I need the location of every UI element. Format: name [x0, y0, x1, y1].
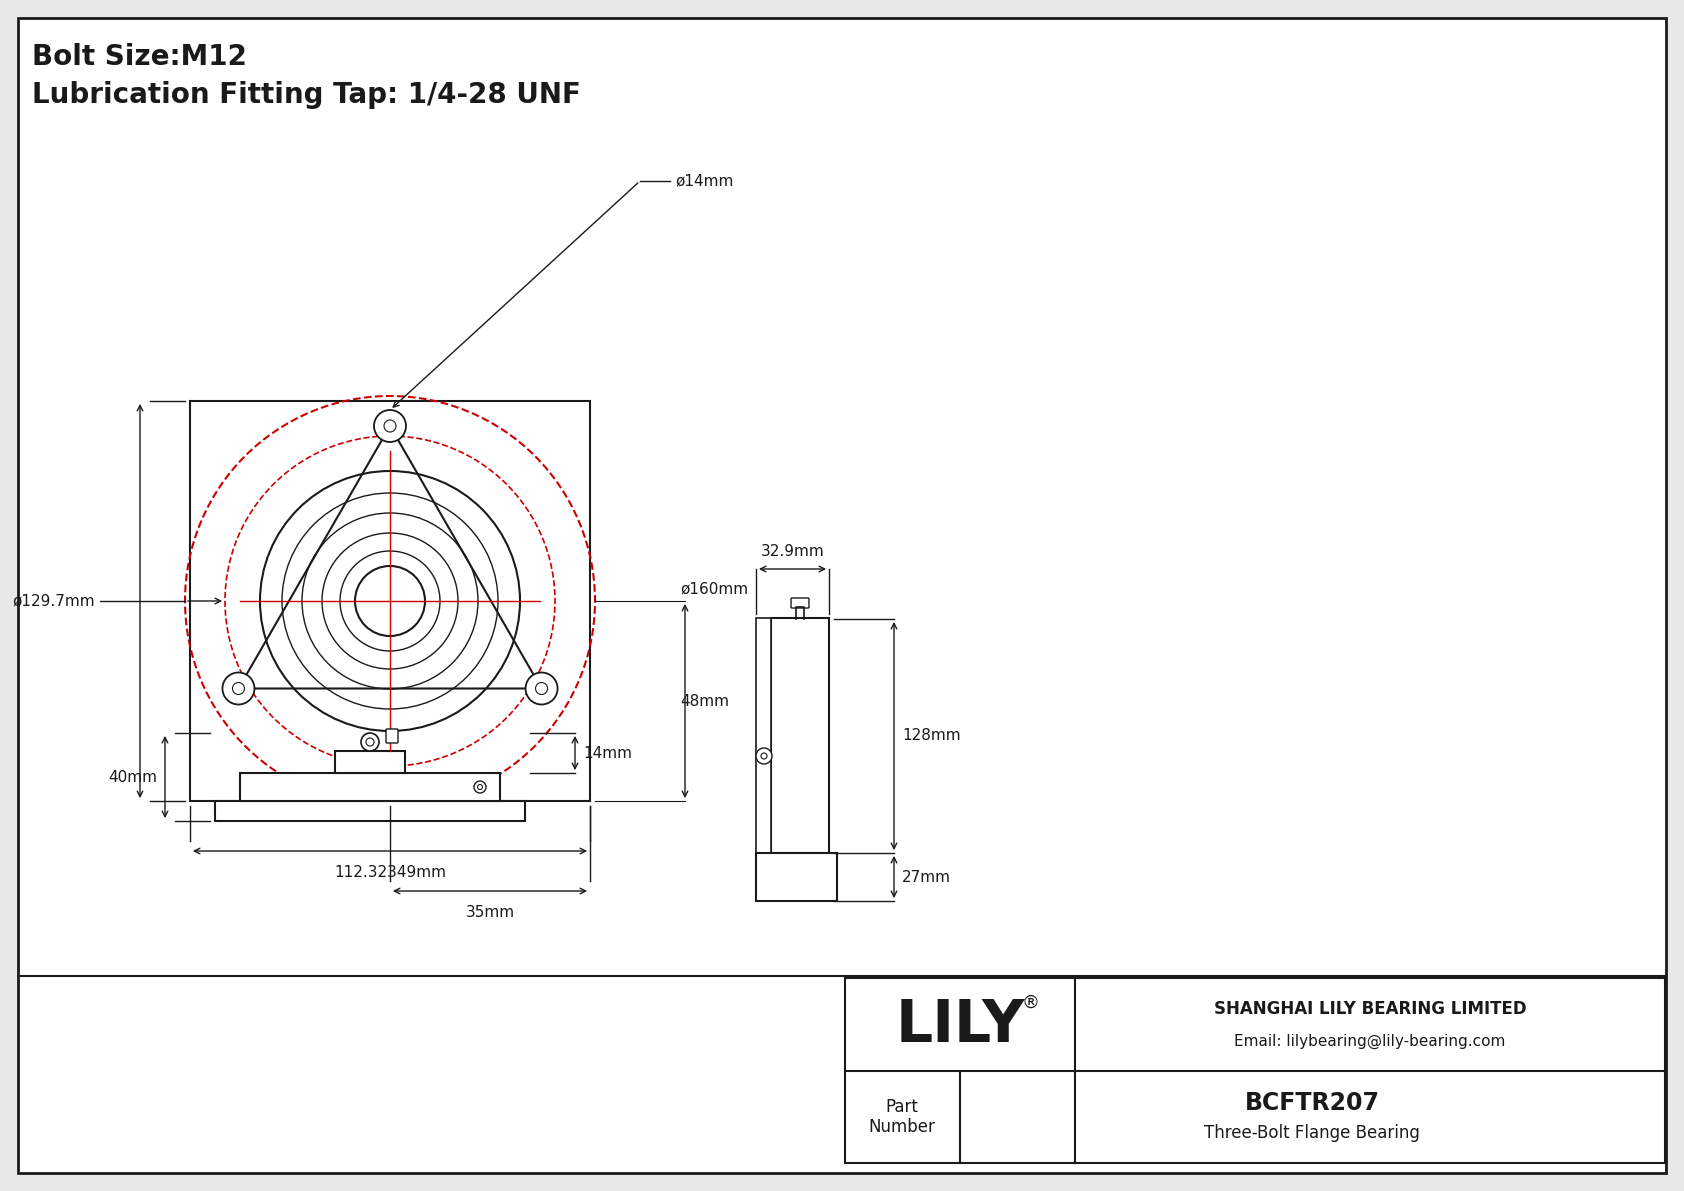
Text: Part
Number: Part Number — [869, 1098, 935, 1136]
Text: LILY: LILY — [896, 997, 1024, 1054]
Circle shape — [222, 673, 254, 705]
Text: 128mm: 128mm — [903, 729, 960, 743]
Bar — [845, 978, 1665, 1162]
Text: ø129.7mm: ø129.7mm — [12, 593, 94, 609]
Text: SHANGHAI LILY BEARING LIMITED: SHANGHAI LILY BEARING LIMITED — [1214, 1000, 1526, 1018]
Bar — [771, 618, 829, 853]
Bar — [756, 618, 771, 853]
Circle shape — [384, 420, 396, 432]
Text: 35mm: 35mm — [465, 905, 515, 919]
Text: 112.32349mm: 112.32349mm — [333, 865, 446, 880]
FancyBboxPatch shape — [791, 598, 808, 607]
Circle shape — [365, 738, 374, 746]
Circle shape — [374, 410, 406, 442]
Circle shape — [232, 682, 244, 694]
Text: 48mm: 48mm — [680, 693, 729, 709]
Text: ®: ® — [1021, 994, 1039, 1012]
Circle shape — [360, 732, 379, 752]
Text: Email: lilybearing@lily-bearing.com: Email: lilybearing@lily-bearing.com — [1234, 1034, 1505, 1048]
Circle shape — [525, 673, 557, 705]
FancyBboxPatch shape — [386, 729, 397, 743]
Circle shape — [473, 781, 487, 793]
Bar — [216, 802, 525, 821]
Bar — [241, 773, 500, 802]
Bar — [1100, 31, 1660, 322]
Bar — [335, 752, 404, 773]
Text: 40mm: 40mm — [108, 769, 157, 785]
Text: ø160mm: ø160mm — [680, 581, 748, 596]
Circle shape — [355, 566, 424, 636]
Bar — [190, 401, 589, 802]
Text: Lubrication Fitting Tap: 1/4-28 UNF: Lubrication Fitting Tap: 1/4-28 UNF — [32, 81, 581, 110]
Bar — [756, 853, 837, 902]
Text: 27mm: 27mm — [903, 869, 951, 885]
Text: 32.9mm: 32.9mm — [761, 544, 825, 559]
Text: Bolt Size:M12: Bolt Size:M12 — [32, 43, 248, 71]
Circle shape — [259, 470, 520, 731]
Text: ø14mm: ø14mm — [675, 174, 733, 188]
Circle shape — [536, 682, 547, 694]
Circle shape — [761, 753, 766, 759]
Text: Three-Bolt Flange Bearing: Three-Bolt Flange Bearing — [1204, 1124, 1420, 1142]
Text: BCFTR207: BCFTR207 — [1244, 1091, 1379, 1115]
Circle shape — [756, 748, 771, 763]
Text: 14mm: 14mm — [583, 746, 632, 761]
Circle shape — [478, 785, 483, 790]
